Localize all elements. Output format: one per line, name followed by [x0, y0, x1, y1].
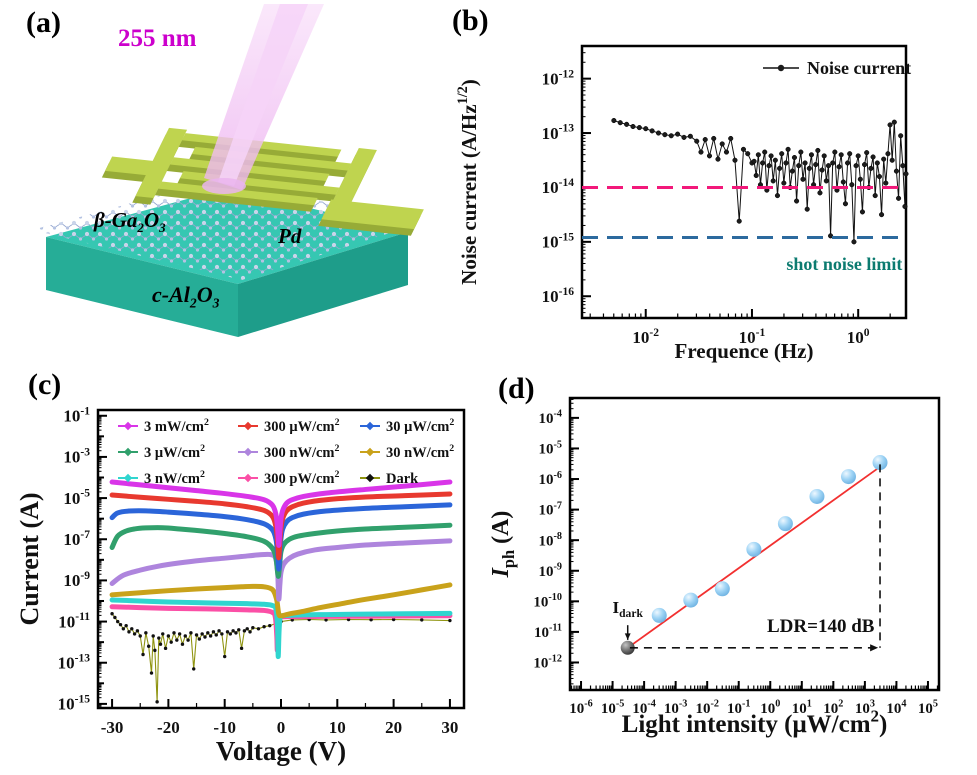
- svg-text:10-13: 10-13: [542, 122, 575, 143]
- svg-text:10-2: 10-2: [695, 699, 719, 717]
- svg-text:Dark: Dark: [386, 471, 419, 487]
- svg-text:10-16: 10-16: [542, 285, 575, 306]
- svg-text:10-5: 10-5: [601, 699, 625, 717]
- svg-text:10-14: 10-14: [542, 176, 575, 197]
- svg-text:Noise current: Noise current: [807, 58, 911, 78]
- svg-text:0: 0: [277, 718, 286, 737]
- device-illustration: [32, 4, 424, 337]
- svg-text:300 pW/cm2: 300 pW/cm2: [264, 469, 339, 487]
- svg-text:10-13: 10-13: [58, 651, 91, 672]
- svg-text:10-6: 10-6: [569, 699, 593, 717]
- svg-text:Noise current (A/Hz1/2): Noise current (A/Hz1/2): [455, 79, 481, 285]
- uv-beam: [202, 4, 324, 194]
- svg-text:Idark: Idark: [613, 598, 644, 620]
- panel-b-label: (b): [452, 4, 489, 37]
- svg-text:Current (A): Current (A): [15, 492, 44, 625]
- svg-text:10-12: 10-12: [542, 67, 575, 88]
- noise-spectrum-chart: 10-2 10-1 100 10-16 10-15 10-14 10-13 10-12 Freq…: [455, 44, 911, 363]
- svg-text:10-3: 10-3: [63, 446, 90, 467]
- svg-text:3 μW/cm2: 3 μW/cm2: [144, 443, 205, 461]
- device-schematic-panel: 255 nm β-Ga2O3 Pd c-Al2O3: [6, 0, 436, 348]
- svg-text:10-1: 10-1: [739, 326, 766, 347]
- svg-text:101: 101: [792, 699, 812, 717]
- svg-text:shot noise limit: shot noise limit: [786, 254, 902, 274]
- svg-text:10-7: 10-7: [63, 528, 90, 549]
- svg-text:10-11: 10-11: [534, 623, 562, 641]
- svg-text:10-4: 10-4: [632, 699, 656, 717]
- svg-text:102: 102: [823, 699, 843, 717]
- svg-text:105: 105: [918, 699, 938, 717]
- svg-text:3 mW/cm2: 3 mW/cm2: [144, 417, 209, 435]
- electrode-metal-label: Pd: [278, 224, 302, 248]
- svg-text:10-5: 10-5: [63, 487, 90, 508]
- svg-text:10-9: 10-9: [539, 562, 563, 580]
- svg-text:10-6: 10-6: [539, 470, 563, 488]
- svg-text:10-1: 10-1: [727, 699, 751, 717]
- panel-c-label: (c): [28, 368, 62, 401]
- panel-a-label: (a): [26, 6, 61, 39]
- svg-text:-20: -20: [157, 718, 180, 737]
- svg-text:10-10: 10-10: [533, 592, 562, 610]
- svg-text:100: 100: [847, 326, 870, 347]
- photocurrent-intensity-chart: 10-6 10-5 10-4 10-3 10-2 10-1 100 101 102 103 104 1…: [488, 396, 941, 739]
- svg-text:10-15: 10-15: [542, 230, 575, 251]
- beam-wavelength-label: 255 nm: [118, 25, 197, 52]
- substrate-material-label: c-Al2O3: [152, 282, 220, 311]
- svg-text:10-8: 10-8: [539, 531, 563, 549]
- svg-text:300 μW/cm2: 300 μW/cm2: [264, 417, 340, 435]
- svg-text:300 nW/cm2: 300 nW/cm2: [264, 443, 339, 461]
- svg-text:Iph (A): Iph (A): [488, 511, 518, 579]
- lattice-layer: [32, 178, 418, 280]
- svg-text:Voltage (V): Voltage (V): [216, 736, 346, 766]
- svg-text:10-4: 10-4: [539, 409, 563, 427]
- svg-text:Frequence (Hz): Frequence (Hz): [675, 339, 814, 363]
- svg-text:30 μW/cm2: 30 μW/cm2: [386, 417, 454, 435]
- svg-text:104: 104: [886, 699, 906, 717]
- svg-text:10-15: 10-15: [58, 693, 91, 714]
- svg-text:10-3: 10-3: [664, 699, 688, 717]
- semiconductor-layer-label: β-Ga2O3: [94, 208, 166, 236]
- svg-text:103: 103: [855, 699, 875, 717]
- svg-text:10-1: 10-1: [63, 404, 90, 425]
- svg-text:30: 30: [441, 718, 458, 737]
- svg-text:100: 100: [760, 699, 780, 717]
- svg-text:20: 20: [385, 718, 402, 737]
- svg-text:-30: -30: [101, 718, 124, 737]
- svg-text:10-12: 10-12: [533, 653, 562, 671]
- svg-text:3 nW/cm2: 3 nW/cm2: [144, 469, 205, 487]
- svg-text:10-5: 10-5: [539, 439, 563, 457]
- iv-curves-chart: -30 -20 -10 0 10 20 30 10-15 10-13 10-11 10-9 10-7 1…: [15, 404, 466, 766]
- svg-text:10-7: 10-7: [539, 500, 563, 518]
- svg-text:10-11: 10-11: [58, 610, 90, 631]
- svg-text:30 nW/cm2: 30 nW/cm2: [386, 443, 454, 461]
- panel-d-label: (d): [498, 372, 535, 405]
- svg-text:10-9: 10-9: [63, 569, 90, 590]
- svg-text:-10: -10: [213, 718, 236, 737]
- electrodes: [101, 127, 424, 236]
- svg-text:10-2: 10-2: [632, 326, 659, 347]
- svg-text:LDR=140 dB: LDR=140 dB: [767, 616, 875, 637]
- svg-text:10: 10: [329, 718, 346, 737]
- svg-text:Light intensity (μW/cm2): Light intensity (μW/cm2): [622, 707, 888, 739]
